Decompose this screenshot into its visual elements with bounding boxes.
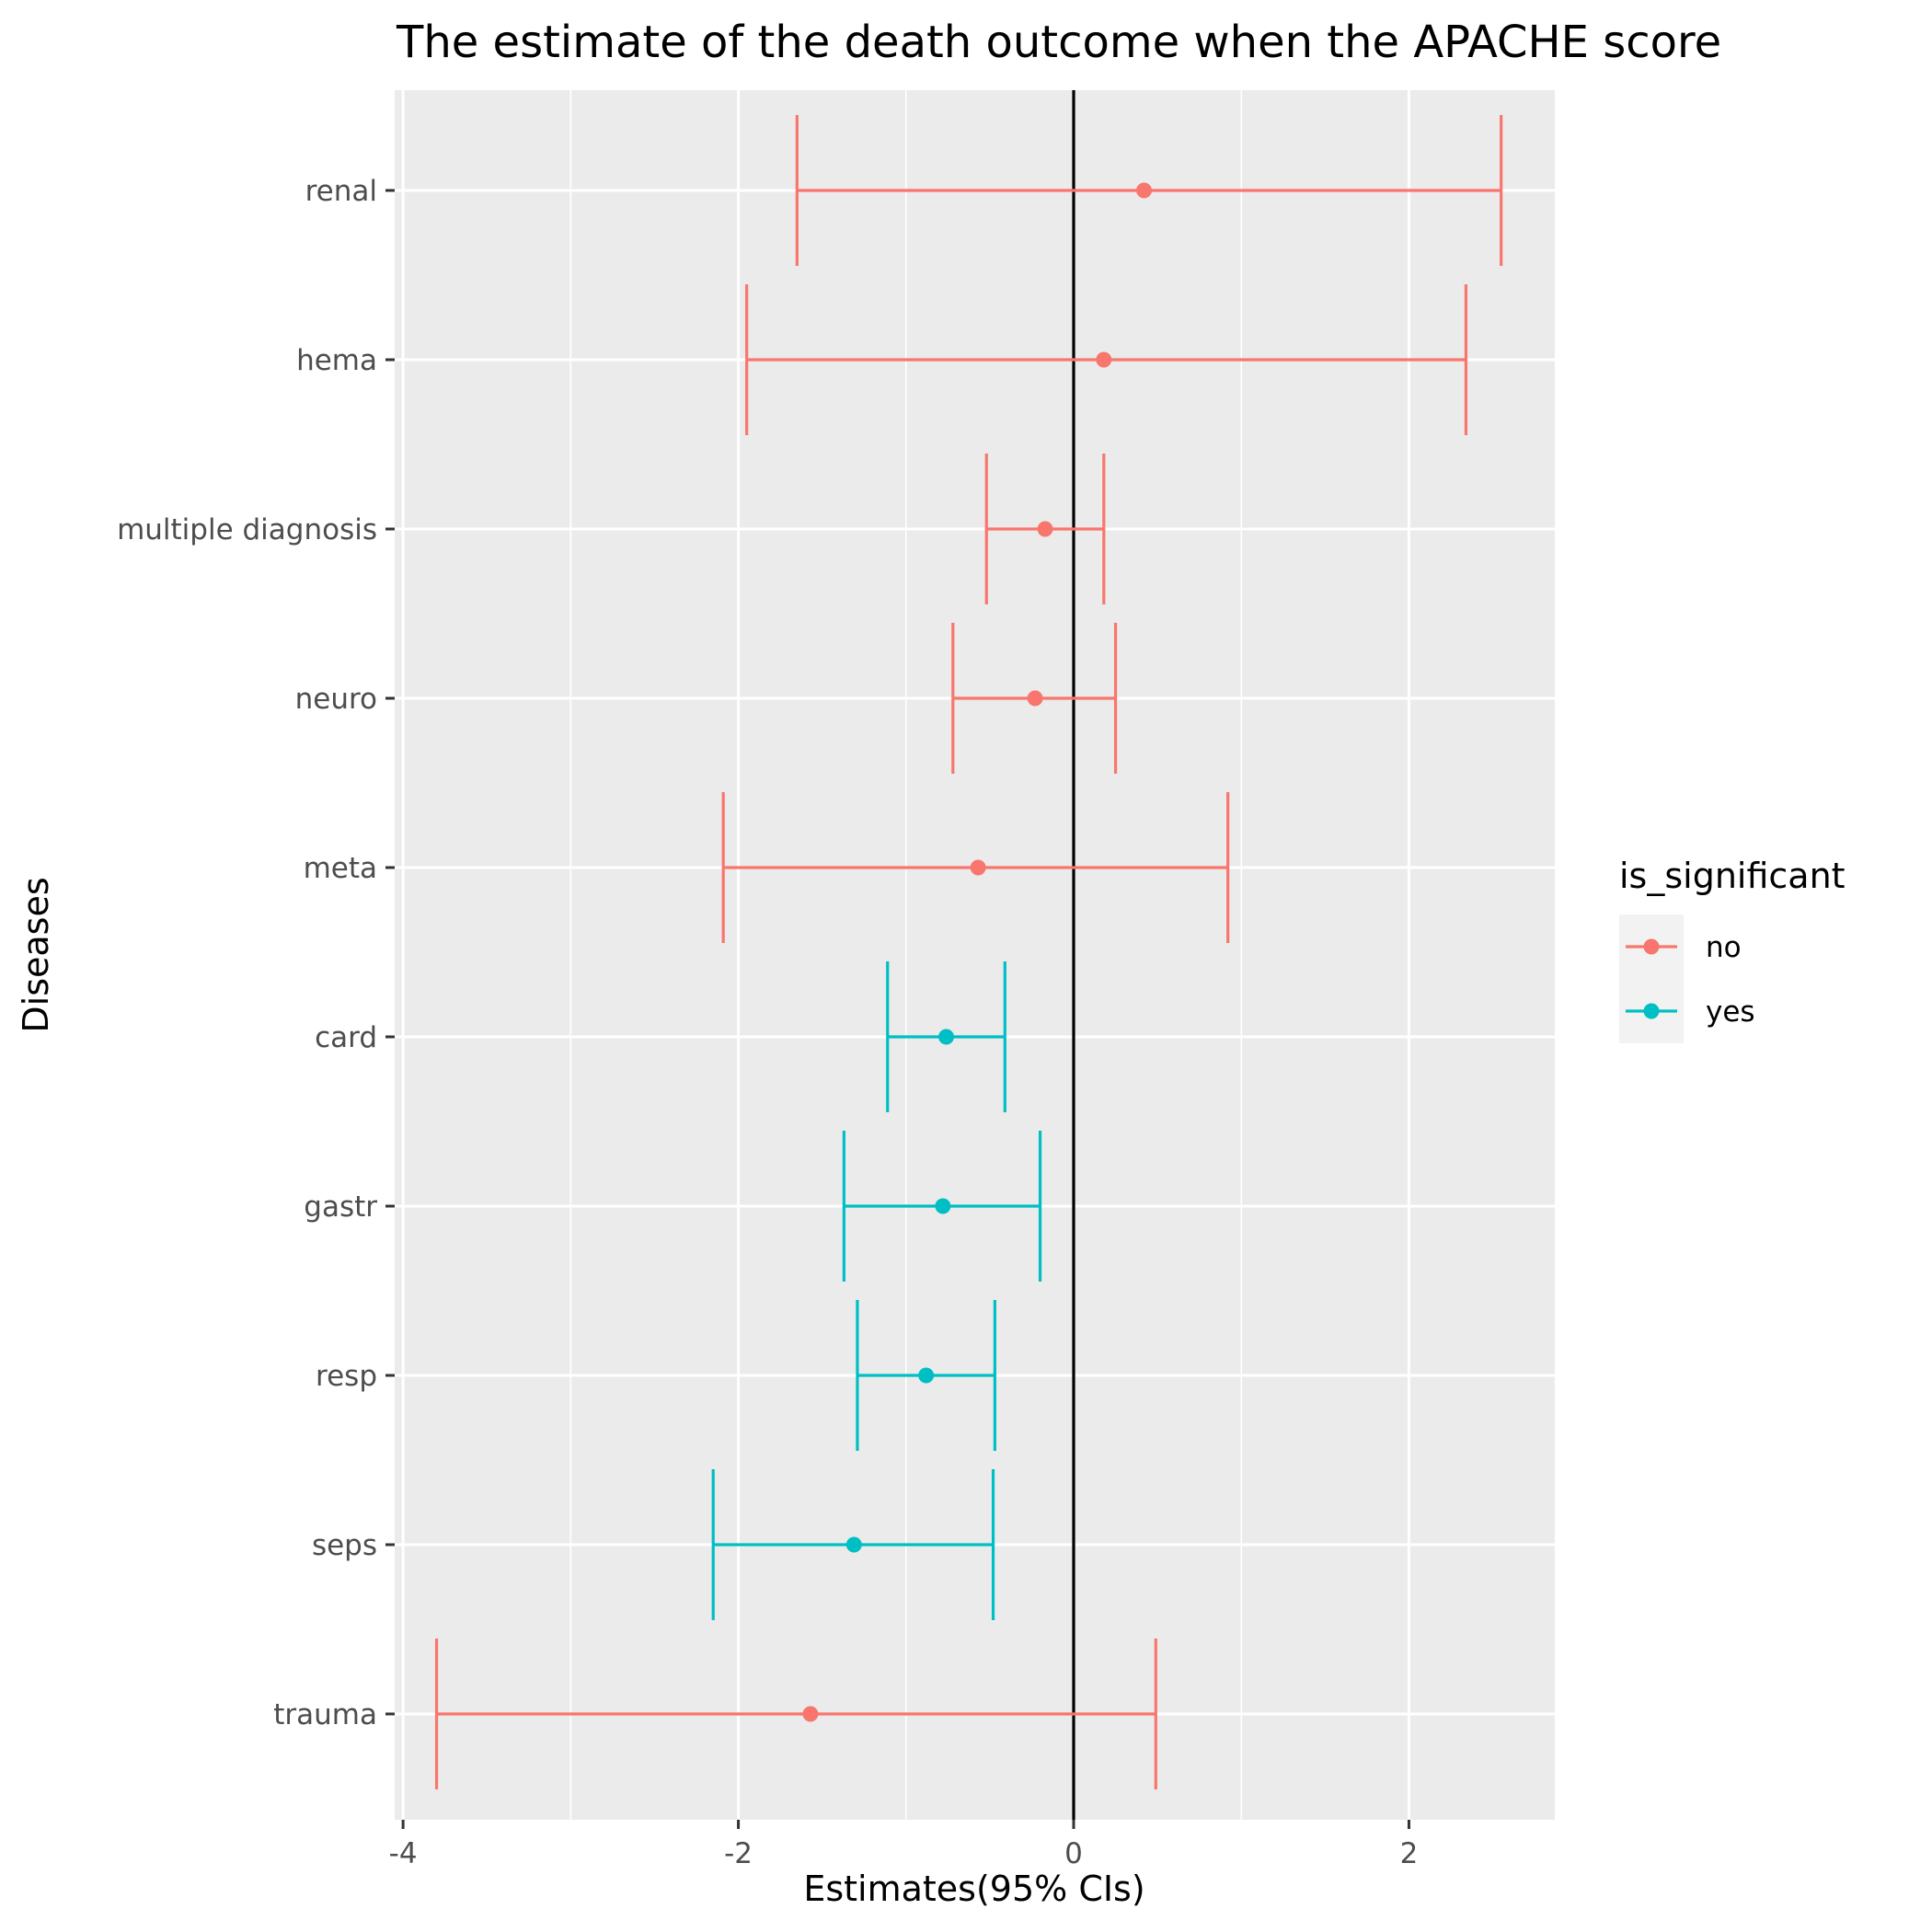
errorbar-hema (745, 284, 1468, 435)
estimate-point (802, 1706, 819, 1722)
legend: is_significant no yes (1619, 856, 1846, 1043)
x-tick-label: 0 (1064, 1837, 1083, 1870)
errorbar-gastr (842, 1131, 1042, 1282)
estimate-point (970, 859, 986, 876)
x-tick-label: -4 (389, 1837, 418, 1870)
y-tick-label: gastr (304, 1190, 377, 1224)
y-axis: renal hema multiple diagnosis neuro meta card… (117, 175, 395, 1731)
y-tick-label: renal (305, 175, 377, 208)
estimate-point (935, 1198, 951, 1214)
estimate-point (1096, 351, 1112, 368)
y-tick-label: multiple diagnosis (117, 513, 377, 546)
y-axis-title: Diseases (16, 877, 56, 1032)
minor-gridlines (569, 90, 1243, 1820)
errorbar-renal (795, 115, 1503, 266)
estimate-point (1136, 182, 1153, 199)
error-bars (434, 115, 1503, 1789)
legend-keys: no yes (1619, 914, 1755, 1043)
legend-item-no: no (1619, 914, 1742, 979)
estimate-point (918, 1367, 935, 1384)
errorbar-neuro (951, 623, 1118, 774)
legend-label: no (1706, 931, 1742, 964)
y-tick-label: meta (304, 852, 377, 885)
x-axis: -4 -2 0 2 (389, 1820, 1419, 1870)
errorbar-seps (711, 1469, 995, 1620)
y-tick-label: hema (296, 344, 377, 377)
legend-label: yes (1706, 995, 1755, 1029)
legend-key-point (1643, 1003, 1660, 1019)
y-tick-label: seps (312, 1529, 377, 1562)
legend-title: is_significant (1619, 856, 1846, 896)
estimate-point (845, 1536, 862, 1553)
legend-item-yes: yes (1619, 979, 1755, 1043)
y-tick-label: resp (316, 1360, 377, 1393)
y-tick-label: neuro (295, 683, 377, 716)
estimate-point (1027, 690, 1043, 707)
errorbar-multiple-diagnosis (984, 454, 1106, 604)
estimate-point (1037, 521, 1053, 537)
x-axis-title: Estimates(95% CIs) (803, 1869, 1144, 1909)
errorbar-card (886, 961, 1006, 1112)
y-tick-label: trauma (273, 1698, 377, 1731)
errorbar-meta (721, 792, 1230, 943)
chart-title: The estimate of the death outcome when t… (396, 17, 1721, 68)
errorbar-resp (856, 1300, 996, 1451)
errorbar-trauma (434, 1639, 1157, 1789)
plot-panel (395, 90, 1555, 1820)
estimate-point (938, 1029, 955, 1045)
x-tick-label: -2 (724, 1837, 753, 1870)
y-tick-label: card (315, 1021, 377, 1054)
x-tick-label: 2 (1400, 1837, 1419, 1870)
legend-key-point (1643, 938, 1660, 955)
